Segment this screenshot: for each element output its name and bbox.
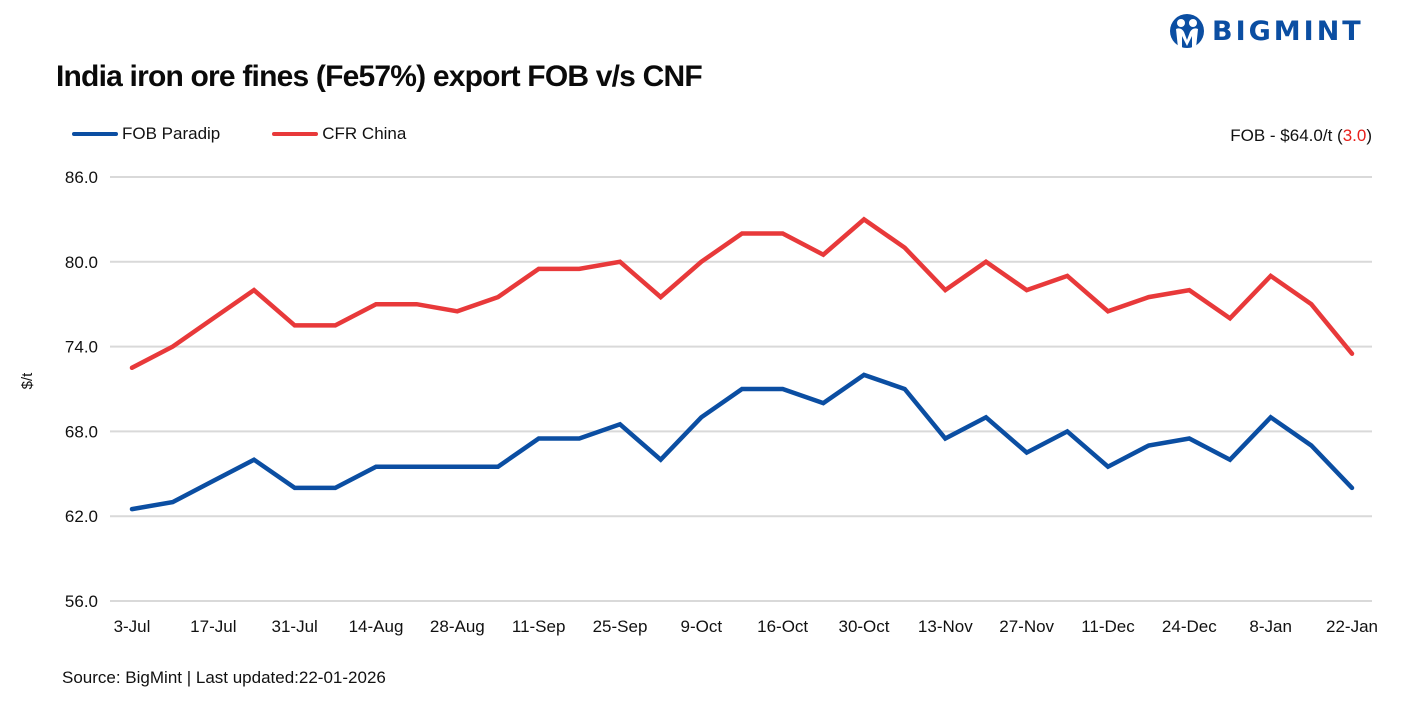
y-tick-label: 68.0 bbox=[65, 422, 98, 441]
source-footer: Source: BigMint | Last updated:22-01-202… bbox=[62, 668, 386, 687]
fob-price-note: FOB - $64.0/t (3.0) bbox=[1230, 126, 1372, 146]
legend-label-cfr: CFR China bbox=[322, 124, 407, 143]
legend-item-cfr: CFR China bbox=[272, 124, 406, 144]
bigmint-people-icon bbox=[1170, 14, 1204, 48]
x-tick-label: 27-Nov bbox=[999, 617, 1054, 636]
logo-text: BIGMINT bbox=[1212, 15, 1364, 47]
x-tick-label: 3-Jul bbox=[114, 617, 151, 636]
y-axis-label: $/t bbox=[19, 372, 36, 390]
y-tick-label: 56.0 bbox=[65, 592, 98, 611]
x-tick-label: 24-Dec bbox=[1162, 617, 1217, 636]
x-tick-label: 30-Oct bbox=[838, 617, 889, 636]
x-tick-label: 14-Aug bbox=[349, 617, 404, 636]
legend-swatch-fob bbox=[72, 132, 118, 136]
series-line-cfr-china bbox=[129, 216, 1355, 371]
x-tick-label: 8-Jan bbox=[1249, 617, 1292, 636]
chart-title: India iron ore fines (Fe57%) export FOB … bbox=[56, 60, 703, 93]
fob-change-value: 3.0 bbox=[1342, 126, 1367, 145]
fob-note-prefix: FOB - $64.0/t ( bbox=[1230, 126, 1343, 145]
fob-note-suffix: ) bbox=[1366, 126, 1372, 145]
y-tick-label: 86.0 bbox=[65, 168, 98, 187]
x-tick-label: 31-Jul bbox=[272, 617, 318, 636]
x-tick-label: 25-Sep bbox=[593, 617, 648, 636]
y-tick-label: 80.0 bbox=[65, 253, 98, 272]
x-tick-label: 9-Oct bbox=[681, 617, 723, 636]
legend-swatch-cfr bbox=[272, 132, 319, 136]
series-line-fob-paradip bbox=[129, 372, 1355, 512]
x-tick-label: 16-Oct bbox=[757, 617, 808, 636]
legend-item-fob: FOB Paradip bbox=[72, 124, 220, 144]
chart-legend: FOB Paradip CFR China bbox=[72, 124, 458, 144]
legend-label-fob: FOB Paradip bbox=[122, 124, 221, 143]
y-tick-label: 74.0 bbox=[65, 338, 98, 357]
x-tick-label: 11-Dec bbox=[1081, 617, 1135, 636]
y-tick-label: 62.0 bbox=[65, 507, 98, 526]
x-tick-label: 11-Sep bbox=[512, 617, 566, 636]
x-tick-label: 28-Aug bbox=[430, 617, 485, 636]
x-tick-label: 17-Jul bbox=[190, 617, 236, 636]
x-tick-label: 22-Jan bbox=[1326, 617, 1378, 636]
x-tick-label: 13-Nov bbox=[918, 617, 973, 636]
bigmint-logo: BIGMINT bbox=[1170, 12, 1364, 50]
